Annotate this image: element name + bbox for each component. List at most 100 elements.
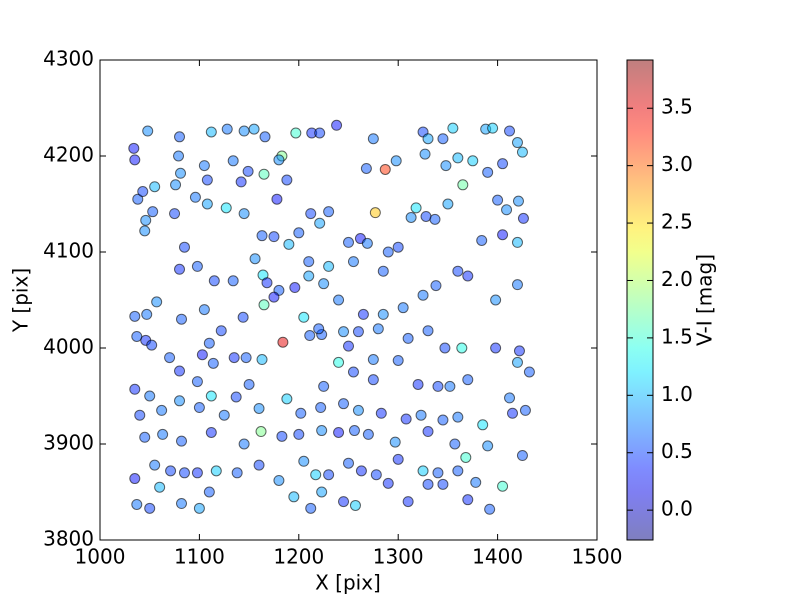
point [208, 275, 220, 287]
point [144, 390, 156, 402]
point [452, 152, 464, 164]
point [174, 263, 186, 275]
point [456, 342, 468, 354]
x-tick-label: 1500 [572, 545, 623, 569]
point [215, 325, 227, 337]
points [128, 119, 535, 515]
point [439, 342, 451, 354]
point [164, 352, 176, 364]
point [349, 499, 361, 511]
point [348, 425, 360, 437]
point [146, 339, 158, 351]
point [432, 467, 444, 479]
point [178, 467, 190, 479]
point [176, 313, 188, 325]
point [470, 476, 482, 488]
point [497, 158, 509, 170]
point [462, 494, 474, 506]
colorbar-tick-label: 1.0 [661, 382, 693, 406]
y-axis-label: Y [pix] [9, 268, 33, 333]
colorbar [626, 59, 654, 541]
point [157, 428, 169, 440]
point [379, 163, 391, 175]
point [149, 181, 161, 193]
point [228, 352, 240, 364]
point [390, 155, 402, 167]
point [147, 206, 159, 218]
point [462, 270, 474, 282]
point [169, 208, 181, 220]
point [362, 428, 374, 440]
point [497, 229, 509, 241]
point [504, 125, 516, 137]
x-tick-label: 1100 [174, 545, 225, 569]
point [220, 202, 232, 214]
point [389, 436, 401, 448]
point [375, 407, 387, 419]
point [273, 154, 285, 166]
point [165, 465, 177, 477]
point [238, 208, 250, 220]
point [501, 204, 513, 216]
point [288, 491, 300, 503]
point [227, 155, 239, 167]
point [492, 194, 504, 206]
point [258, 299, 270, 311]
point [360, 162, 372, 174]
point [397, 302, 409, 314]
x-tick-label: 1000 [75, 545, 126, 569]
point [417, 465, 429, 477]
point [243, 378, 255, 390]
point [176, 435, 188, 447]
point [432, 380, 444, 392]
point [444, 380, 456, 392]
point [402, 332, 414, 344]
point [343, 236, 354, 248]
point [238, 438, 250, 450]
point [449, 438, 461, 450]
point [519, 404, 531, 416]
colorbar-tick-label: 2.0 [661, 267, 693, 291]
point [129, 383, 141, 395]
point [333, 294, 345, 306]
point [477, 419, 489, 431]
point [437, 478, 449, 490]
y-tick-label: 3900 [43, 431, 94, 455]
point [132, 193, 144, 205]
point [490, 342, 502, 354]
point [367, 374, 379, 386]
point [198, 160, 210, 172]
point [303, 270, 315, 282]
point [331, 119, 343, 131]
point [131, 330, 143, 342]
point [452, 265, 464, 277]
point [156, 404, 168, 416]
point [173, 150, 185, 162]
point [207, 357, 219, 369]
point [457, 179, 469, 191]
point [237, 311, 249, 323]
point [361, 237, 373, 249]
point [242, 165, 254, 177]
point [392, 453, 404, 465]
point [372, 323, 384, 335]
point [240, 352, 252, 364]
point [338, 326, 350, 338]
point [415, 409, 427, 421]
point [261, 277, 273, 289]
colorbar-tick-label: 3.5 [661, 95, 693, 119]
x-tick-label: 1200 [273, 545, 324, 569]
point [205, 426, 217, 438]
colorbar-tick-label: 0.0 [661, 497, 693, 521]
y-tick-label: 4200 [43, 143, 94, 167]
point [191, 260, 203, 272]
point [140, 214, 152, 226]
point [347, 256, 359, 268]
point [410, 202, 422, 214]
point [476, 234, 488, 246]
point [452, 465, 464, 477]
point [333, 426, 345, 438]
point [305, 502, 317, 514]
point [134, 409, 146, 421]
colorbar-tick-label: 3.0 [661, 152, 693, 176]
